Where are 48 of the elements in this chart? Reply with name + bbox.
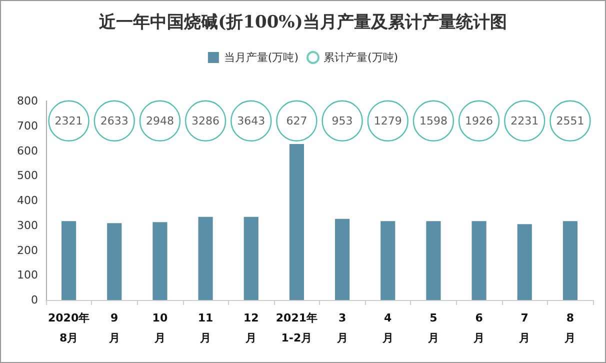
- y-tick-label: 0: [31, 294, 38, 306]
- bar: [244, 216, 258, 300]
- text: 3286: [192, 114, 220, 128]
- x-tick-label: 12 月: [243, 312, 259, 344]
- text: 953: [332, 114, 353, 128]
- x-tick-label: 4 月: [381, 312, 394, 344]
- x-tick-label: 3 月: [336, 312, 348, 344]
- text: 1926: [465, 114, 494, 128]
- bar: [152, 222, 168, 300]
- text: 2551: [556, 114, 584, 128]
- bar: [380, 221, 396, 300]
- bar: [62, 221, 76, 300]
- x-tick-label: 8 月: [564, 312, 576, 344]
- y-tick-label: 700: [17, 119, 38, 132]
- chart-title: 近一年中国烧碱(折100%)当月产量及累计产量统计图: [98, 12, 507, 32]
- y-tick-label: 300: [17, 218, 38, 232]
- x-tick-label: 5 月: [426, 312, 439, 344]
- bar: [472, 221, 486, 300]
- bar: [517, 224, 532, 300]
- bar: [289, 144, 304, 300]
- bar: [426, 221, 441, 300]
- y-tick-label: 600: [17, 144, 38, 158]
- x-tick-label: 2020年 8月: [48, 312, 90, 344]
- bar: [198, 216, 213, 300]
- legend-label: 累计产量(万吨): [324, 51, 398, 64]
- bar: [335, 218, 350, 300]
- y-tick-label: 100: [17, 268, 38, 282]
- x-tick-label: 6 月: [472, 312, 485, 344]
- bar: [562, 221, 578, 300]
- x-tick-label: 11 月: [198, 312, 214, 344]
- text: 2948: [146, 114, 174, 128]
- x-tick-label: 9 月: [108, 312, 120, 344]
- text: 2321: [54, 114, 83, 128]
- text: 2633: [100, 114, 128, 128]
- y-tick-label: 800: [17, 94, 38, 108]
- x-tick-label: 10 月: [152, 312, 168, 344]
- y-tick-label: 400: [17, 194, 38, 207]
- text: 3643: [237, 114, 266, 128]
- text: 2231: [510, 114, 539, 128]
- y-tick-label: 200: [17, 244, 38, 257]
- text: 1598: [419, 114, 448, 128]
- x-tick-label: 2021年 1-2月: [276, 312, 318, 344]
- y-tick-label: 500: [17, 169, 38, 182]
- text: 1279: [374, 114, 402, 128]
- legend-label: 当月产量(万吨): [224, 51, 299, 64]
- bar: [107, 223, 122, 300]
- text: 627: [286, 114, 308, 128]
- x-tick-label: 7 月: [518, 312, 530, 344]
